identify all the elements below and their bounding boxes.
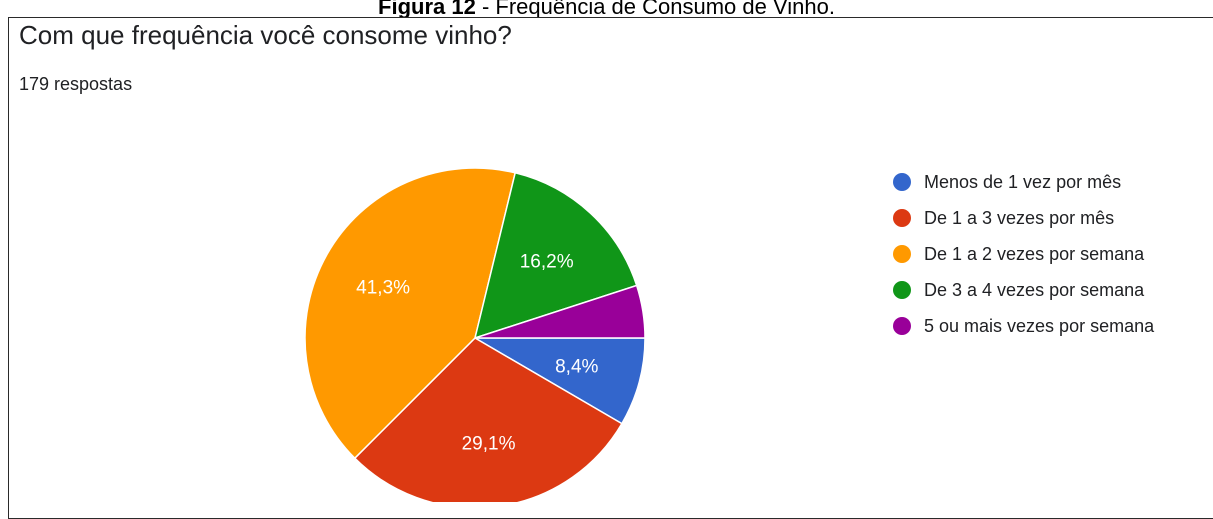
legend-swatch-icon [893,209,911,227]
legend-item-4[interactable]: De 3 a 4 vezes por semana [893,272,1154,308]
legend-label: De 1 a 2 vezes por semana [924,243,1145,264]
pie-slice-label-2: 29,1% [462,434,516,455]
pie-slice-2[interactable] [353,337,623,502]
legend-item-3[interactable]: De 1 a 2 vezes por semana [893,236,1154,272]
legend-item-5[interactable]: 5 ou mais vezes por semana [893,308,1154,344]
pie-slice-4[interactable] [473,171,638,340]
figure-caption-number: Figura 12 [378,0,476,19]
legend-item-1[interactable]: Menos de 1 vez por mês [893,164,1154,200]
chart-card: Com que frequência você consome vinho? 1… [8,17,1213,519]
pie-slice-1[interactable] [472,337,646,425]
pie-slice-3[interactable] [304,167,517,460]
pie-chart: 8,4% 29,1% 41,3% 16,2% [304,167,646,502]
pie-slice-label-4: 16,2% [520,252,574,273]
response-count: 179 respostas [19,74,133,94]
legend-item-2[interactable]: De 1 a 3 vezes por mês [893,200,1154,236]
legend-label: 5 ou mais vezes por semana [924,315,1155,336]
legend-label: De 1 a 3 vezes por mês [924,207,1115,228]
legend-swatch-icon [893,245,911,263]
legend-swatch-icon [893,281,911,299]
legend-swatch-icon [893,317,911,335]
legend-swatch-icon [893,173,911,191]
figure-caption: Figura 12 - Frequência de Consumo de Vin… [0,0,1213,20]
pie-slice-label-3: 41,3% [356,277,410,298]
pie-slice-5[interactable] [474,284,646,339]
chart-legend: Menos de 1 vez por mês De 1 a 3 vezes por… [893,164,1154,344]
pie-slice-label-1: 8,4% [555,356,598,377]
question-title: Com que frequência você consome vinho? [19,20,512,50]
figure-caption-text: - Frequência de Consumo de Vinho. [475,0,835,19]
legend-label: Menos de 1 vez por mês [924,171,1122,192]
legend-label: De 3 a 4 vezes por semana [924,279,1145,300]
